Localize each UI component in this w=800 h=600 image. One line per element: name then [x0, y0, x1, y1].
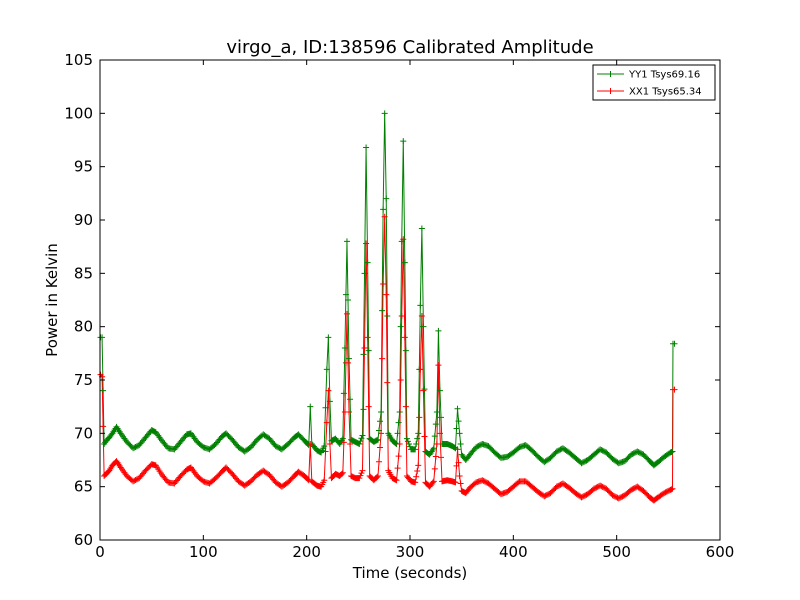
legend-label-yy1: YY1 Tsys69.16 [628, 70, 700, 81]
axis-tick-labels: 0 100 200 300 400 500 600 60 65 70 75 80 85 90 95 100 10… [64, 51, 734, 561]
x-tick-label: 100 [189, 543, 218, 561]
x-axis-label: Time (seconds) [352, 564, 468, 582]
y-tick-label: 70 [74, 424, 93, 442]
x-tick-label: 200 [292, 543, 321, 561]
x-tick-label: 500 [602, 543, 631, 561]
x-tick-label: 300 [396, 543, 425, 561]
y-tick-label: 95 [74, 158, 93, 176]
chart-title: virgo_a, ID:138596 Calibrated Amplitude [226, 37, 593, 58]
y-tick-label: 80 [74, 318, 93, 336]
x-tick-label: 600 [706, 543, 735, 561]
legend-label-xx1: XX1 Tsys65.34 [629, 87, 702, 98]
x-tick-label: 400 [499, 543, 528, 561]
x-tick-label: 0 [95, 543, 105, 561]
y-tick-label: 65 [74, 478, 93, 496]
y-tick-label: 75 [74, 371, 93, 389]
series-markers-1 [97, 213, 678, 504]
y-tick-label: 85 [74, 264, 93, 282]
series-line-0 [100, 113, 675, 466]
legend-marker-yy1 [607, 71, 614, 77]
legend-marker-xx1 [607, 88, 614, 94]
legend: YY1 Tsys69.16 XX1 Tsys65.34 [592, 64, 716, 101]
axis-ticks [99, 59, 721, 541]
y-tick-label: 90 [74, 211, 93, 229]
legend-box [592, 64, 716, 101]
y-axis-label: Power in Kelvin [43, 243, 61, 357]
series-markers-0 [97, 110, 678, 469]
y-tick-label: 100 [64, 104, 93, 122]
y-tick-label: 105 [64, 51, 93, 69]
plot-markers [97, 110, 678, 504]
y-tick-label: 60 [74, 531, 93, 549]
